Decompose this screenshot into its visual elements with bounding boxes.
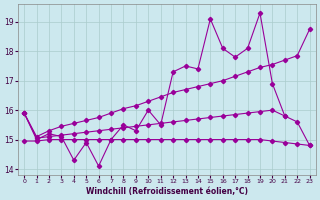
X-axis label: Windchill (Refroidissement éolien,°C): Windchill (Refroidissement éolien,°C) bbox=[86, 187, 248, 196]
